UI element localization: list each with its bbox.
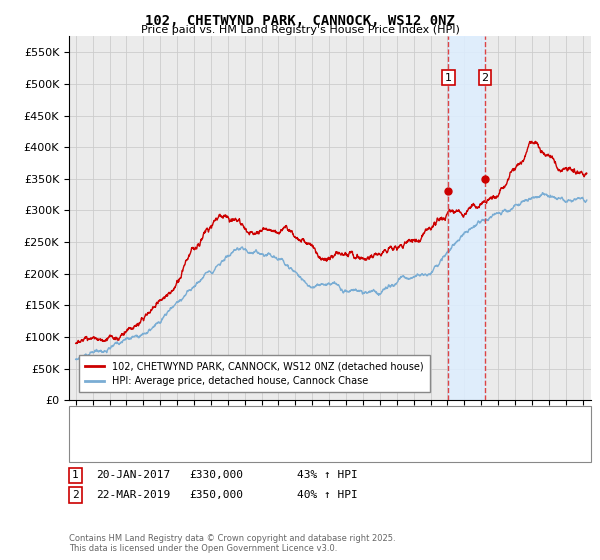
Text: 40% ↑ HPI: 40% ↑ HPI — [297, 490, 358, 500]
Text: 2: 2 — [481, 73, 488, 82]
Text: ────  HPI: Average price, detached house, Cannock Chase: ──── HPI: Average price, detached house,… — [84, 433, 407, 443]
Text: 43% ↑ HPI: 43% ↑ HPI — [297, 470, 358, 480]
Legend: 102, CHETWYND PARK, CANNOCK, WS12 0NZ (detached house), HPI: Average price, deta: 102, CHETWYND PARK, CANNOCK, WS12 0NZ (d… — [79, 356, 430, 392]
Text: £350,000: £350,000 — [189, 490, 243, 500]
Text: ────: ──── — [84, 416, 107, 426]
Text: Contains HM Land Registry data © Crown copyright and database right 2025.
This d: Contains HM Land Registry data © Crown c… — [69, 534, 395, 553]
Text: 102, CHETWYND PARK, CANNOCK, WS12 0NZ: 102, CHETWYND PARK, CANNOCK, WS12 0NZ — [145, 14, 455, 28]
Text: 2: 2 — [72, 490, 79, 500]
Text: £330,000: £330,000 — [189, 470, 243, 480]
Text: ────  102, CHETWYND PARK, CANNOCK, WS12 0NZ (detached house): ──── 102, CHETWYND PARK, CANNOCK, WS12 0… — [84, 416, 437, 426]
Text: 22-MAR-2019: 22-MAR-2019 — [96, 490, 170, 500]
Text: Price paid vs. HM Land Registry's House Price Index (HPI): Price paid vs. HM Land Registry's House … — [140, 25, 460, 35]
Text: 1: 1 — [72, 470, 79, 480]
Text: ────: ──── — [84, 433, 107, 443]
Text: 20-JAN-2017: 20-JAN-2017 — [96, 470, 170, 480]
Bar — [448, 36, 485, 400]
Text: 1: 1 — [445, 73, 452, 82]
